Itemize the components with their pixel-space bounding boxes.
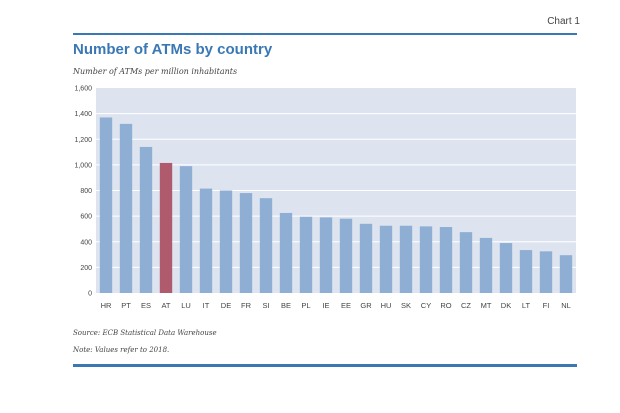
x-tick-label: LU xyxy=(181,301,191,310)
bar-cz xyxy=(459,232,473,293)
top-rule xyxy=(73,33,577,35)
bar-dk xyxy=(499,243,513,293)
bar-at xyxy=(159,162,173,293)
x-tick-label: FI xyxy=(543,301,550,310)
x-tick-label: CY xyxy=(421,301,431,310)
bar-sk xyxy=(399,225,413,293)
bar-mt xyxy=(479,237,493,293)
y-tick-label: 1,000 xyxy=(74,162,92,169)
y-tick-label: 1,200 xyxy=(74,137,92,144)
bar-ee xyxy=(339,218,353,293)
y-tick-label: 200 xyxy=(80,265,92,272)
x-tick-label: BE xyxy=(281,301,291,310)
x-tick-label: HR xyxy=(101,301,112,310)
x-tick-label: PL xyxy=(301,301,310,310)
bar-fr xyxy=(239,193,253,293)
bar-gr xyxy=(359,223,373,293)
bar-hu xyxy=(379,225,393,293)
x-tick-label: IE xyxy=(322,301,329,310)
bar-ro xyxy=(439,227,453,293)
bar-pt xyxy=(119,123,133,293)
bars xyxy=(99,117,573,293)
bar-it xyxy=(199,188,213,293)
bar-lu xyxy=(179,166,193,293)
x-tick-labels: HR PT ES AT LU IT DE FR SI BE PL IE EE GR HU SK CY RO CZ MT… xyxy=(101,301,571,310)
x-tick-label: MT xyxy=(481,301,492,310)
bar-es xyxy=(139,146,153,293)
bar-ie xyxy=(319,217,333,293)
x-tick-label: FR xyxy=(241,301,252,310)
y-tick-label: 400 xyxy=(80,239,92,246)
x-tick-label: IT xyxy=(203,301,210,310)
bar-nl xyxy=(559,255,573,293)
bar-lt xyxy=(519,250,533,293)
y-tick-label: 800 xyxy=(80,188,92,195)
footnote: Note: Values refer to 2018. xyxy=(73,346,170,354)
bar-fi xyxy=(539,251,553,293)
bar-chart: 0 200 400 600 800 1,000 1,200 1,400 1,600 HR PT ES… xyxy=(74,86,576,310)
x-tick-label: CZ xyxy=(461,301,471,310)
y-tick-label: 1,400 xyxy=(74,111,92,118)
x-tick-label: DE xyxy=(221,301,231,310)
x-tick-label: SI xyxy=(262,301,269,310)
x-tick-label: NL xyxy=(561,301,571,310)
chart-title: Number of ATMs by country xyxy=(73,41,273,58)
x-tick-label: EE xyxy=(341,301,351,310)
x-tick-label: AT xyxy=(161,301,170,310)
bar-hr xyxy=(99,117,113,293)
chart-tag: Chart 1 xyxy=(547,16,580,27)
bar-pl xyxy=(299,216,313,293)
y-tick-label: 1,600 xyxy=(74,86,92,93)
bar-si xyxy=(259,198,273,293)
x-tick-label: ES xyxy=(141,301,151,310)
grid-lines xyxy=(96,113,576,268)
x-tick-label: DK xyxy=(501,301,511,310)
y-tick-label: 0 xyxy=(88,291,92,298)
bar-de xyxy=(219,190,233,293)
x-tick-label: PT xyxy=(121,301,131,310)
x-tick-label: HU xyxy=(381,301,392,310)
bar-be xyxy=(279,212,293,293)
x-tick-label: SK xyxy=(401,301,411,310)
x-tick-label: LT xyxy=(522,301,531,310)
bottom-rule xyxy=(73,364,577,367)
y-tick-label: 600 xyxy=(80,214,92,221)
x-tick-label: GR xyxy=(360,301,372,310)
y-tick-labels: 0 200 400 600 800 1,000 1,200 1,400 1,600 xyxy=(74,86,92,298)
bar-cy xyxy=(419,226,433,293)
x-tick-label: RO xyxy=(440,301,451,310)
source-note: Source: ECB Statistical Data Warehouse xyxy=(73,329,217,337)
chart-subtitle: Number of ATMs per million inhabitants xyxy=(73,67,238,76)
